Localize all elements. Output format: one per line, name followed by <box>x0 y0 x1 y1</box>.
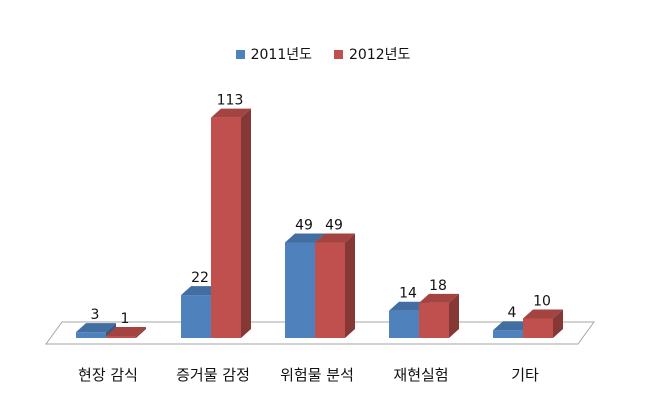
data-label-s1-c5: 4 <box>508 305 517 321</box>
bar-s1-c4 <box>389 310 419 338</box>
bar-s1-c1 <box>76 332 106 338</box>
legend-swatch-series-2 <box>334 49 343 59</box>
data-label-s2-c3: 49 <box>325 217 343 233</box>
bar-s1-c2 <box>181 295 211 338</box>
data-label-s1-c1: 3 <box>91 307 100 323</box>
bar-top-s2-c1 <box>106 327 146 336</box>
x-tick-label-1: 현장 감식 <box>78 366 138 384</box>
legend-label-series-2: 2012년도 <box>349 47 411 63</box>
bar-side-s2-c3 <box>345 233 355 338</box>
bar-s2-c5 <box>523 318 553 338</box>
legend-item-series-1: 2011년도 <box>235 44 312 64</box>
legend-swatch-series-1 <box>235 49 245 59</box>
data-label-s2-c1: 1 <box>121 311 130 327</box>
bar-top-s1-c1 <box>76 323 116 333</box>
bar-side-s2-c1 <box>136 327 146 338</box>
bar-top-s2-c4 <box>419 293 459 303</box>
bar-s1-c3 <box>285 242 315 338</box>
data-label-s2-c4: 18 <box>429 278 447 294</box>
bar-side-s2-c5 <box>553 309 563 338</box>
legend-item-series-2: 2012년도 <box>334 44 410 64</box>
bar-s2-c3 <box>315 242 345 338</box>
x-tick-label-3: 위험물 분석 <box>280 366 354 384</box>
bar-side-s2-c2 <box>241 108 251 339</box>
bar-s2-c2 <box>211 117 241 339</box>
x-tick-label-5: 기타 <box>511 366 539 384</box>
legend-label-series-1: 2011년도 <box>250 47 312 63</box>
bar-top-s2-c3 <box>315 233 355 243</box>
data-label-s1-c4: 14 <box>399 286 417 302</box>
data-label-s2-c5: 10 <box>533 294 551 310</box>
data-label-s2-c2: 113 <box>217 93 244 109</box>
bar-s1-c5 <box>493 330 523 338</box>
data-label-s1-c3: 49 <box>295 217 313 233</box>
bar-top-s1-c3 <box>285 233 325 243</box>
x-tick-label-4: 재현실험 <box>393 366 448 384</box>
data-label-s1-c2: 22 <box>191 270 209 286</box>
x-tick-label-2: 증거물 감정 <box>176 366 250 384</box>
bar-side-s2-c4 <box>449 293 459 338</box>
bar-top-s2-c2 <box>211 108 251 118</box>
chart-legend: 2011년도 2012년도 <box>0 44 646 64</box>
bar-top-s2-c5 <box>523 309 563 319</box>
bar-s2-c4 <box>419 302 449 338</box>
bar-s2-c1 <box>106 336 136 338</box>
